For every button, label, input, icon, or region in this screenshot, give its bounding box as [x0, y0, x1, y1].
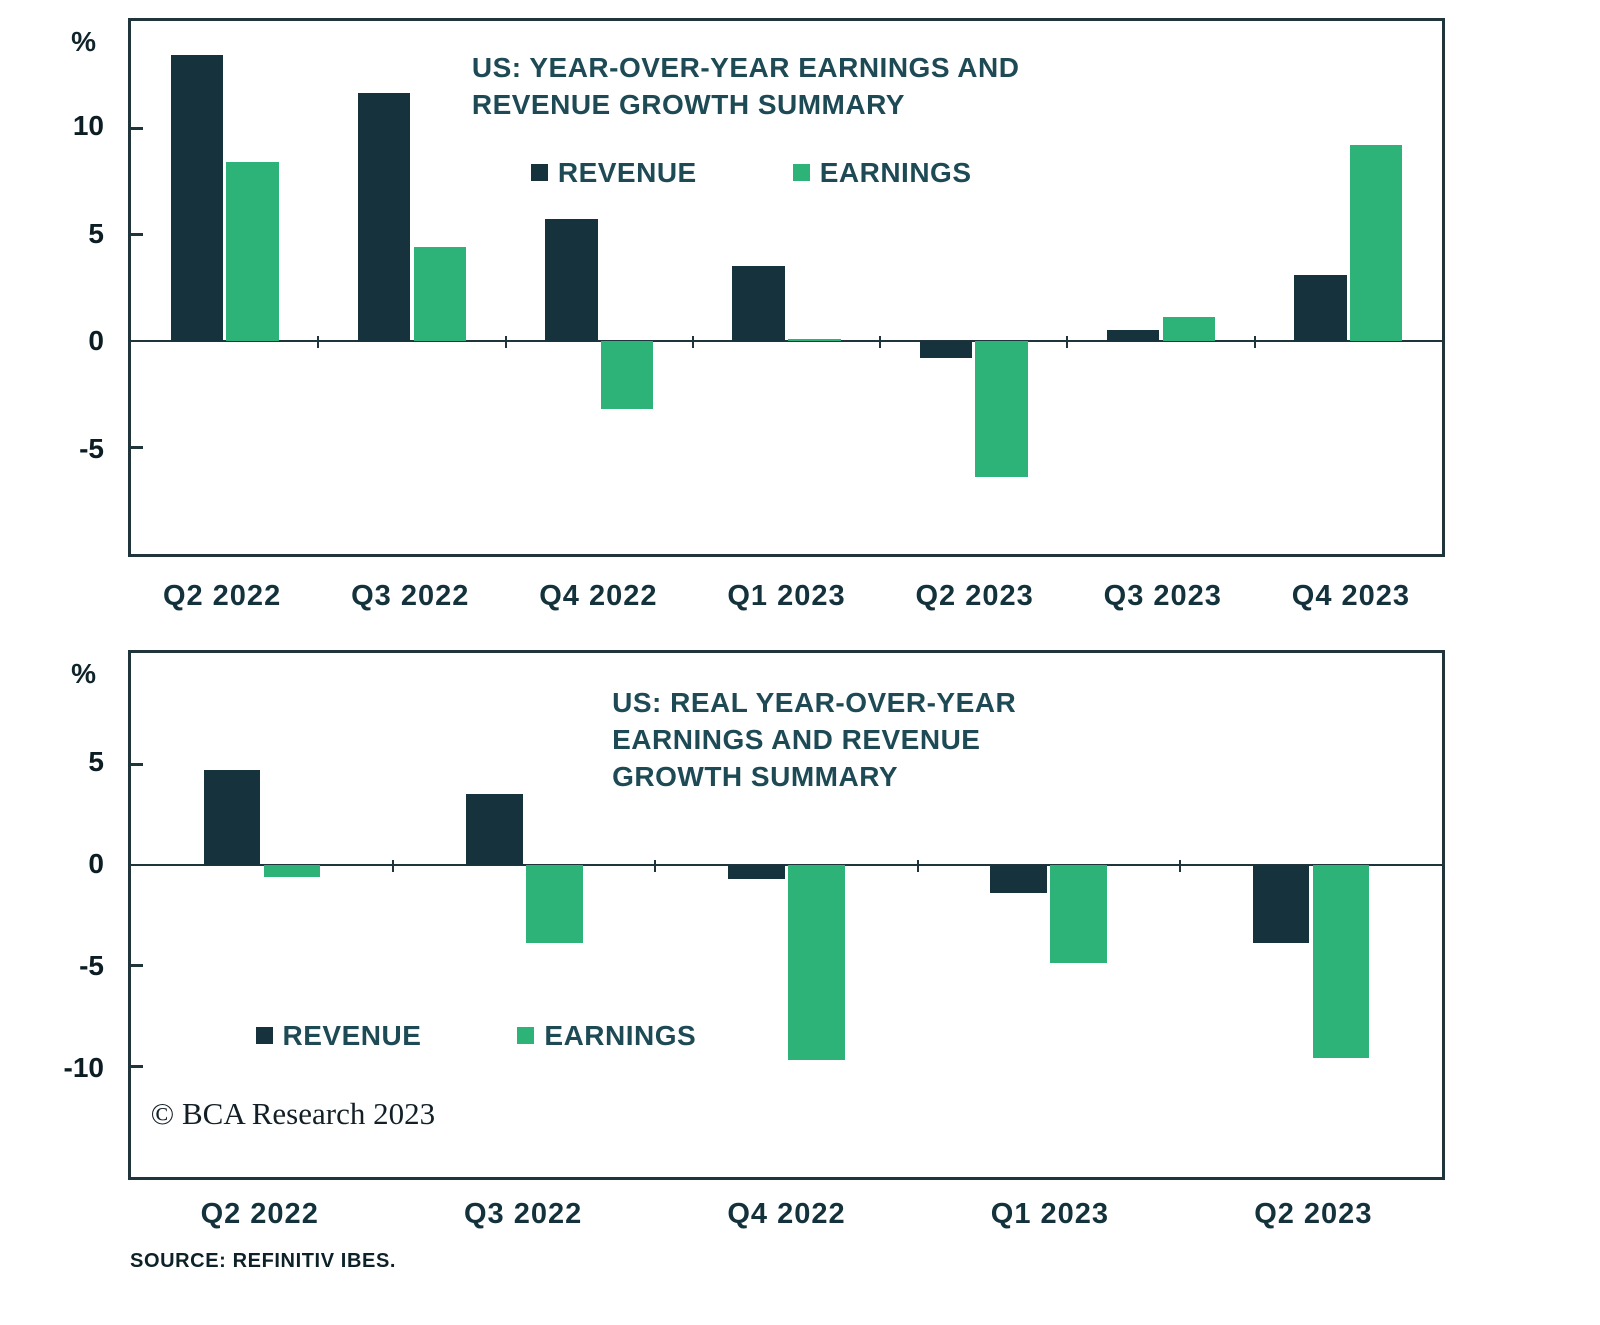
x-tick-mark — [1066, 335, 1069, 348]
x-axis-label: Q4 2022 — [727, 1198, 846, 1230]
x-tick-mark — [654, 859, 657, 872]
bar-revenue — [1106, 330, 1160, 341]
x-axis-label: Q3 2022 — [463, 1198, 583, 1230]
bar-revenue — [990, 864, 1048, 893]
y-axis-unit: % — [71, 658, 96, 689]
x-axis-label: Q2 2023 — [915, 580, 1034, 612]
y-tick-mark — [131, 1065, 143, 1069]
bar-revenue — [919, 340, 973, 358]
y-tick-mark — [131, 233, 143, 237]
zero-line — [131, 339, 1442, 342]
x-axis-label: Q1 2023 — [727, 580, 846, 612]
bar-revenue — [357, 93, 411, 341]
bar-earnings — [525, 864, 583, 944]
y-tick-mark — [131, 446, 143, 450]
y-tick-label: 5 — [88, 746, 104, 778]
y-tick-label: -10 — [63, 1051, 104, 1083]
x-tick-mark — [691, 335, 694, 348]
legend-label-revenue: REVENUE — [557, 156, 697, 188]
bar-revenue — [203, 769, 261, 865]
legend-label-earnings: EARNINGS — [544, 1019, 697, 1051]
bar-earnings — [788, 864, 845, 1061]
x-tick-mark — [916, 859, 919, 872]
bar-earnings — [600, 340, 654, 410]
chart-yoy-growth: % 10 5 0 -5 US: YEAR-OVER-YEAR EARNINGS AND… — [0, 18, 1600, 643]
x-axis-label: Q3 2022 — [351, 580, 470, 612]
legend-label-revenue: REVENUE — [282, 1019, 422, 1051]
y-axis: 5 0 -5 -10 — [0, 650, 120, 1180]
earnings-swatch — [517, 1027, 535, 1045]
chart-title: US: REAL YEAR-OVER-YEAR EARNINGS AND REV… — [612, 687, 1017, 793]
zero-line — [131, 863, 1442, 866]
y-tick-label: 10 — [72, 109, 104, 141]
legend-item-revenue: REVENUE — [530, 156, 697, 189]
y-tick-label: -5 — [79, 949, 104, 981]
y-tick-label: -5 — [79, 433, 104, 465]
bar-earnings — [1050, 864, 1107, 964]
x-tick-mark — [1253, 335, 1256, 348]
revenue-swatch — [255, 1027, 273, 1045]
x-tick-mark — [504, 335, 507, 348]
y-tick-mark — [131, 762, 143, 766]
x-axis-label: Q1 2023 — [990, 1198, 1110, 1230]
x-axis-label: Q4 2022 — [539, 580, 658, 612]
legend-label-earnings: EARNINGS — [819, 156, 972, 188]
bar-earnings — [788, 338, 841, 341]
bar-revenue — [728, 864, 785, 879]
y-tick-mark — [131, 964, 143, 968]
bar-revenue — [170, 55, 223, 341]
bar-revenue — [732, 266, 785, 341]
bar-revenue — [1294, 274, 1347, 341]
x-tick-mark — [1178, 859, 1181, 872]
bar-earnings — [1349, 144, 1403, 341]
x-axis-label: Q3 2023 — [1103, 580, 1222, 612]
bar-revenue — [1252, 864, 1310, 944]
x-tick-mark — [879, 335, 882, 348]
y-tick-label: 5 — [88, 217, 104, 249]
bar-earnings — [1312, 864, 1370, 1059]
x-axis-labels: Q2 2022 Q3 2022 Q4 2022 Q1 2023 Q2 2023 Q3 20… — [128, 580, 1445, 613]
legend-item-earnings: EARNINGS — [517, 1020, 696, 1052]
x-axis-label: Q2 2022 — [200, 1198, 319, 1230]
y-tick-label: 0 — [88, 848, 104, 880]
chart-title: US: YEAR-OVER-YEAR EARNINGS AND REVENUE … — [471, 52, 1020, 121]
bar-earnings — [1162, 317, 1216, 341]
bar-earnings — [975, 340, 1028, 478]
bar-earnings — [226, 161, 279, 341]
x-tick-mark — [392, 859, 395, 872]
plot-area: US: YEAR-OVER-YEAR EARNINGS AND REVENUE … — [128, 18, 1445, 557]
bar-revenue — [466, 794, 523, 865]
x-axis-labels: Q2 2022 Q3 2022 Q4 2022 Q1 2023 Q2 2023 — [128, 1198, 1445, 1231]
chart-real-yoy-growth: % 5 0 -5 -10 US: REAL YEAR-OVER-YEAR EARNIN… — [0, 650, 1600, 1250]
y-tick-label: 0 — [88, 325, 104, 357]
earnings-swatch — [792, 164, 810, 182]
bar-earnings — [413, 246, 466, 341]
x-axis-label: Q2 2022 — [162, 580, 282, 612]
copyright-credit: © BCA Research 2023 — [150, 1095, 436, 1131]
x-axis-label: Q4 2023 — [1291, 580, 1411, 612]
legend: REVENUE EARNINGS — [255, 1019, 697, 1052]
legend-item-revenue: REVENUE — [255, 1019, 422, 1052]
bar-revenue — [545, 219, 598, 341]
y-axis-unit: % — [71, 26, 96, 57]
bar-earnings — [263, 864, 321, 877]
x-tick-mark — [317, 335, 320, 348]
y-tick-mark — [131, 126, 143, 130]
x-axis-label: Q2 2023 — [1254, 1198, 1373, 1230]
source-note: SOURCE: REFINITIV IBES. — [130, 1250, 397, 1272]
legend-item-earnings: EARNINGS — [792, 156, 972, 189]
legend: REVENUE EARNINGS — [530, 156, 972, 189]
revenue-swatch — [530, 164, 548, 182]
plot-area: US: REAL YEAR-OVER-YEAR EARNINGS AND REV… — [128, 650, 1445, 1180]
y-axis: 10 5 0 -5 — [0, 18, 120, 557]
